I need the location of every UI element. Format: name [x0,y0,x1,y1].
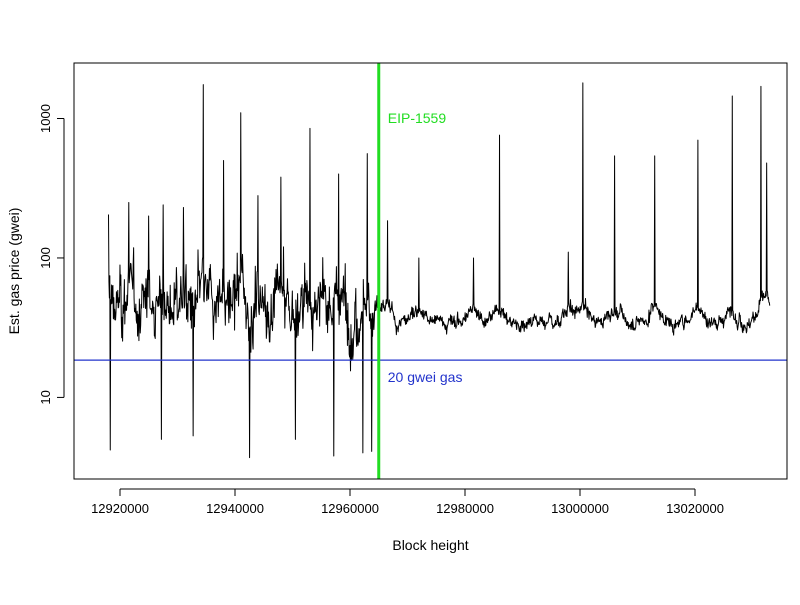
x-tick-label: 13020000 [666,501,724,516]
y-tick-label: 10 [38,390,53,404]
x-axis-title: Block height [392,537,468,553]
x-tick-label: 12980000 [436,501,494,516]
annotation-group [74,63,787,479]
y-tick-label: 1000 [38,104,53,133]
20-gwei-gas-label: 20 gwei gas [388,369,463,385]
y-axis-title: Est. gas price (gwei) [6,208,22,335]
eip-1559-label: EIP-1559 [388,110,447,126]
plot-frame [73,62,788,480]
y-tick-label: 100 [38,247,53,269]
gas-price-series-line [108,82,771,459]
x-tick-label: 12920000 [91,501,149,516]
x-tick-label: 12940000 [206,501,264,516]
axes-group: 12920000 12940000 12960000 12980000 13000000… [38,104,724,516]
x-tick-label: 13000000 [551,501,609,516]
x-tick-label: 12960000 [321,501,379,516]
series-group [108,82,771,459]
